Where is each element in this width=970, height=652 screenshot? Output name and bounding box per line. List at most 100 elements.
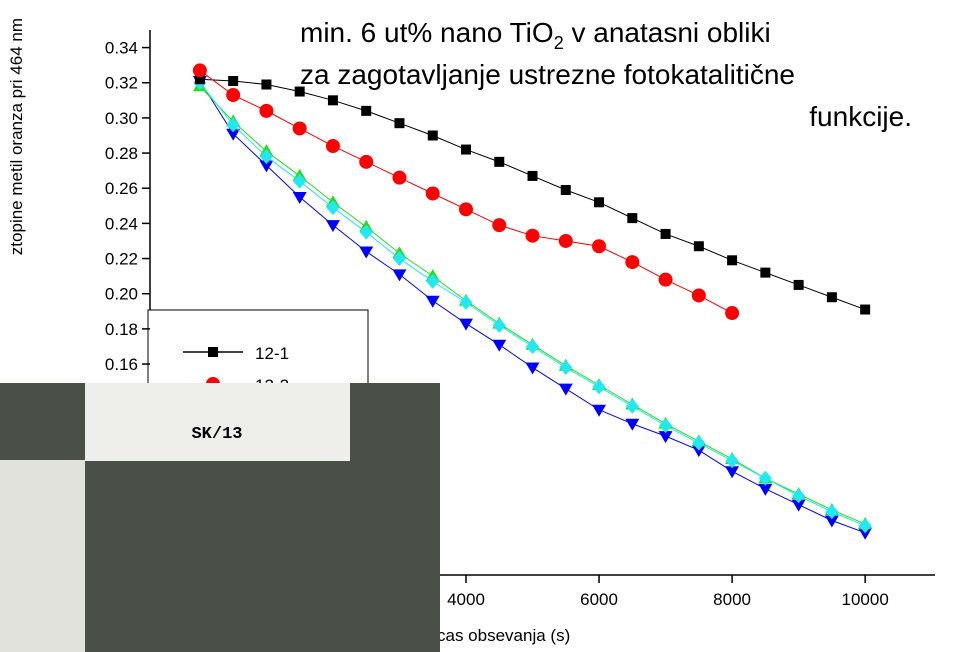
marker	[392, 170, 407, 185]
series-line	[199, 85, 866, 525]
marker	[627, 213, 638, 224]
marker	[425, 295, 440, 308]
marker	[325, 139, 340, 154]
marker	[525, 362, 540, 375]
y-tick-label: 0.24	[105, 214, 138, 233]
marker	[228, 75, 239, 86]
marker	[293, 173, 307, 189]
marker	[460, 144, 471, 155]
marker	[792, 488, 806, 504]
y-tick-label: 0.16	[105, 355, 138, 374]
legend-label: 12-2	[255, 376, 289, 395]
marker	[226, 88, 241, 103]
y-tick-label: 0.20	[105, 285, 138, 304]
marker	[226, 128, 241, 141]
marker	[826, 292, 837, 303]
marker	[426, 273, 440, 289]
heading-line2: za zagotavljanje ustrezne fotokatalitičn…	[300, 59, 795, 90]
marker	[292, 121, 307, 136]
marker	[259, 103, 274, 118]
marker	[860, 304, 871, 315]
x-axis-label: cas obsevanja (s)	[437, 626, 570, 645]
series-line	[199, 82, 866, 527]
series-line	[199, 70, 733, 314]
x-tick-label: 6000	[580, 590, 618, 609]
marker	[392, 269, 407, 282]
marker	[858, 518, 872, 534]
marker	[327, 95, 338, 106]
marker	[425, 186, 440, 201]
marker	[259, 160, 274, 173]
legend-marker	[206, 377, 220, 391]
y-tick-label: 0.28	[105, 144, 138, 163]
y-tick-label: 0.30	[105, 109, 138, 128]
heading-line1: min. 6 ut% nano TiO2 v anatasni obliki	[300, 17, 771, 53]
x-tick-label: 8000	[713, 590, 751, 609]
legend-marker	[208, 347, 218, 357]
marker	[658, 272, 673, 287]
marker	[392, 251, 406, 267]
marker	[192, 63, 207, 78]
marker	[558, 233, 573, 248]
y-tick-label: 0.22	[105, 250, 138, 269]
marker	[458, 202, 473, 217]
marker	[725, 466, 740, 479]
marker	[725, 453, 739, 469]
x-tick-label: 10000	[842, 590, 889, 609]
marker	[758, 470, 772, 486]
marker	[760, 267, 771, 278]
y-axis-label: ztopine metil oranza pri 464 nm	[7, 18, 26, 255]
marker	[692, 435, 706, 451]
marker	[359, 246, 374, 259]
marker	[825, 504, 839, 520]
marker	[592, 379, 606, 395]
marker	[259, 149, 273, 165]
marker	[560, 184, 571, 195]
marker	[625, 398, 639, 414]
marker	[427, 130, 438, 141]
marker	[325, 220, 340, 233]
marker	[394, 118, 405, 129]
marker	[625, 255, 640, 270]
marker	[526, 338, 540, 354]
y-tick-label: 0.18	[105, 320, 138, 339]
marker	[659, 418, 673, 434]
marker	[292, 192, 307, 205]
marker	[725, 306, 740, 321]
marker	[326, 200, 340, 216]
marker	[492, 317, 506, 333]
marker	[527, 170, 538, 181]
marker	[592, 239, 607, 254]
marker	[793, 279, 804, 290]
marker	[261, 79, 272, 90]
marker	[758, 483, 773, 496]
marker	[660, 228, 671, 239]
marker	[858, 527, 873, 540]
marker	[492, 339, 507, 352]
marker	[691, 445, 706, 458]
marker	[361, 105, 372, 116]
marker	[824, 515, 839, 528]
marker	[226, 117, 240, 133]
marker	[458, 318, 473, 331]
marker	[459, 295, 473, 310]
marker	[525, 228, 540, 243]
marker	[559, 360, 573, 376]
marker	[791, 499, 806, 512]
marker	[658, 431, 673, 444]
marker	[359, 224, 373, 240]
y-tick-label: 0.32	[105, 74, 138, 93]
legend-box	[147, 309, 369, 431]
heading-line3: funkcije.	[809, 101, 912, 132]
y-tick-label: 0.26	[105, 179, 138, 198]
marker	[727, 255, 738, 266]
legend-label: 12-1	[255, 344, 289, 363]
marker	[691, 288, 706, 303]
x-tick-label: 4000	[447, 590, 485, 609]
marker	[494, 156, 505, 167]
marker	[294, 86, 305, 97]
y-tick-label: 0.34	[105, 39, 138, 58]
marker	[359, 154, 374, 169]
